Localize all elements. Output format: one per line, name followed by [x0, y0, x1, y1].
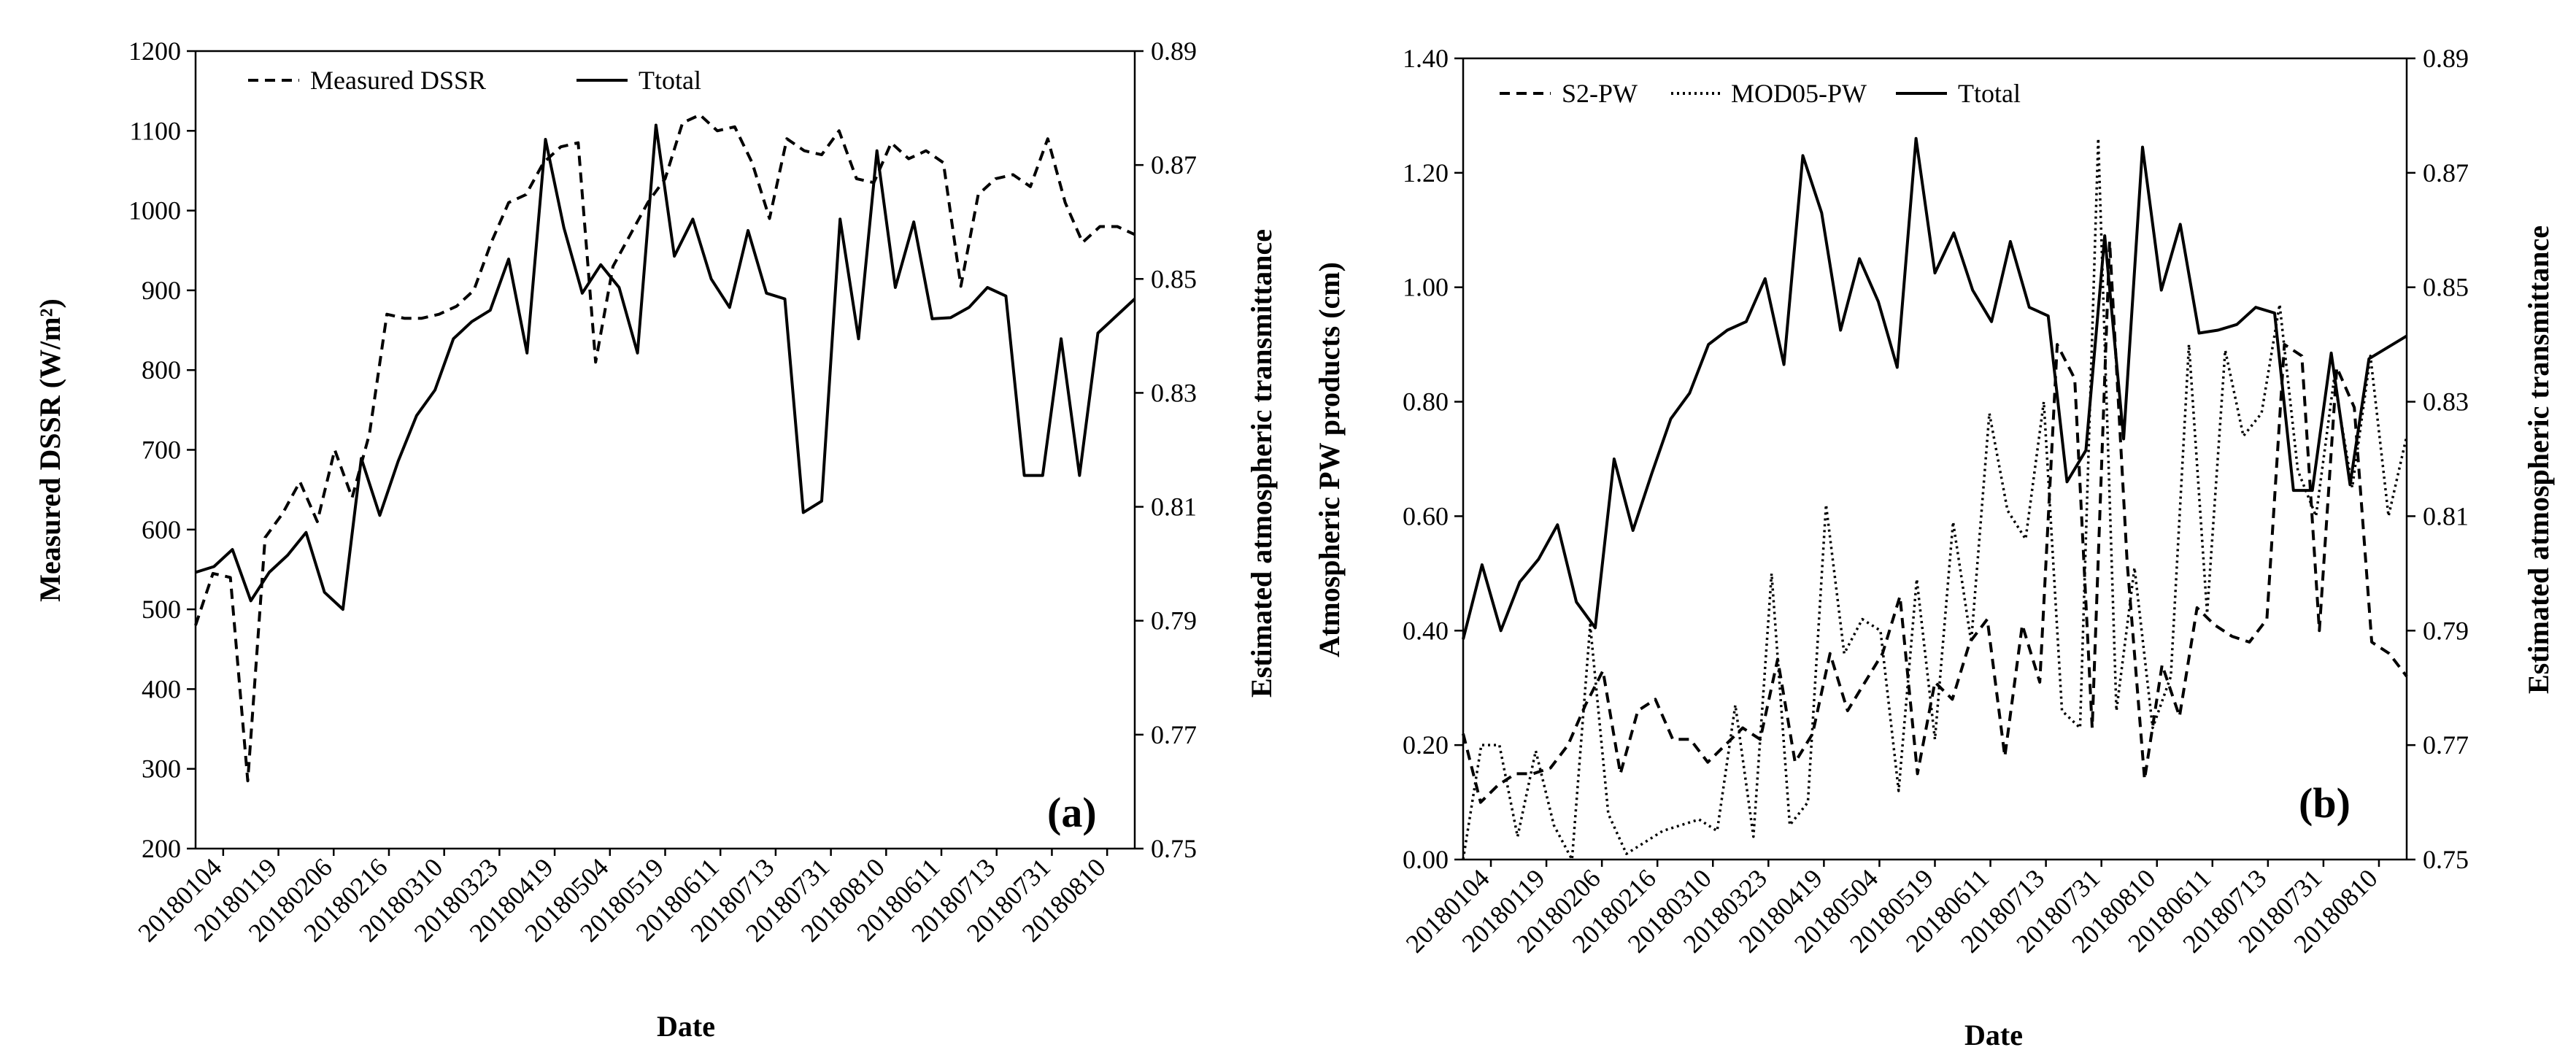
panel-a-legend: Measured DSSR Ttotal [248, 66, 701, 95]
b-y2-tick-label: 0.83 [2423, 387, 2469, 417]
panel-b-x-axis-title: Date [1964, 1019, 2023, 1051]
panel-a-x-axis-title: Date [657, 1010, 715, 1043]
a-y-tick-label: 700 [142, 436, 181, 465]
b-y2-tick-label: 0.89 [2423, 44, 2469, 73]
a-y2-tick-label: 0.75 [1151, 834, 1197, 863]
a-y-tick-label: 1100 [129, 116, 181, 145]
b-series-s2-pw-line [1462, 240, 2408, 804]
a-y2-tick-label: 0.81 [1151, 493, 1197, 522]
a-y2-tick-label: 0.83 [1151, 378, 1197, 407]
b-y2-tick-label: 0.77 [2423, 730, 2469, 760]
b-y2-tick-label: 0.75 [2423, 845, 2469, 874]
b-y2-tick-label: 0.79 [2423, 616, 2469, 645]
a-y2-tick-label: 0.77 [1151, 720, 1197, 749]
a-y2-tick-label: 0.85 [1151, 264, 1197, 293]
a-series-measured-dssr-line [194, 113, 1135, 783]
panel-a-legend-dssr-label: Measured DSSR [310, 66, 486, 95]
b-y2-tick-label: 0.81 [2423, 501, 2469, 530]
b-y-tick-label: 0.80 [1403, 387, 1449, 417]
panel-b-y-axis-title: Atmospheric PW products (cm) [1313, 262, 1346, 657]
panel-b-chart: 0.00 0.20 0.40 0.60 0.80 1.00 1.20 1.40 0.75 0.7… [1313, 44, 2555, 1051]
b-y2-tick-label: 0.87 [2423, 158, 2469, 188]
b-series-ttotal-line [1462, 136, 2408, 640]
a-y-tick-label: 1000 [128, 196, 181, 225]
b-y-tick-label: 1.00 [1403, 273, 1449, 302]
a-y2-tick-label: 0.79 [1151, 606, 1197, 636]
a-y-tick-label: 800 [142, 355, 181, 385]
b-y-tick-label: 0.40 [1403, 616, 1449, 645]
a-y2-tick-label: 0.89 [1151, 36, 1197, 66]
b-y2-tick-label: 0.85 [2423, 273, 2469, 302]
b-y-tick-label: 1.20 [1403, 158, 1449, 188]
b-y-tick-label: 0.60 [1403, 501, 1449, 530]
panel-a-label: (a) [1047, 789, 1097, 836]
a-y-tick-label: 400 [142, 674, 181, 703]
a-y-tick-label: 300 [142, 754, 181, 784]
panel-b-legend-mod05-label: MOD05-PW [1731, 79, 1867, 108]
panel-a-y2-axis-title: Estimated atmospheric transmittance [1245, 229, 1278, 698]
panel-b-legend-ttotal-label: Ttotal [1958, 79, 2021, 108]
a-y-tick-label: 600 [142, 515, 181, 544]
b-y-tick-label: 0.20 [1403, 730, 1449, 760]
panel-b-legend: S2-PW MOD05-PW Ttotal [1500, 79, 2021, 108]
panel-b-legend-s2-label: S2-PW [1562, 79, 1638, 108]
a-y-tick-label: 900 [142, 276, 181, 305]
panel-b-y2-axis-title: Estimated atmospheric transmittance [2522, 225, 2555, 694]
b-series-mod05-pw-line [1462, 137, 2408, 861]
panel-a-y-axis-title: Measured DSSR (W/m²) [34, 298, 66, 602]
a-series-ttotal-line [195, 123, 1136, 611]
panel-a-legend-ttotal-label: Ttotal [639, 66, 701, 95]
b-y-tick-label: 1.40 [1403, 44, 1449, 73]
a-y2-tick-label: 0.87 [1151, 150, 1197, 179]
a-y-tick-label: 200 [142, 834, 181, 863]
b-y-tick-label: 0.00 [1403, 845, 1449, 874]
panel-b-label: (b) [2299, 779, 2351, 827]
a-y-tick-label: 1200 [128, 36, 181, 66]
panel-a-chart: 200 300 400 500 600 700 800 900 1000 1100 1200 0.7… [34, 36, 1278, 1043]
a-y-tick-label: 500 [142, 595, 181, 624]
